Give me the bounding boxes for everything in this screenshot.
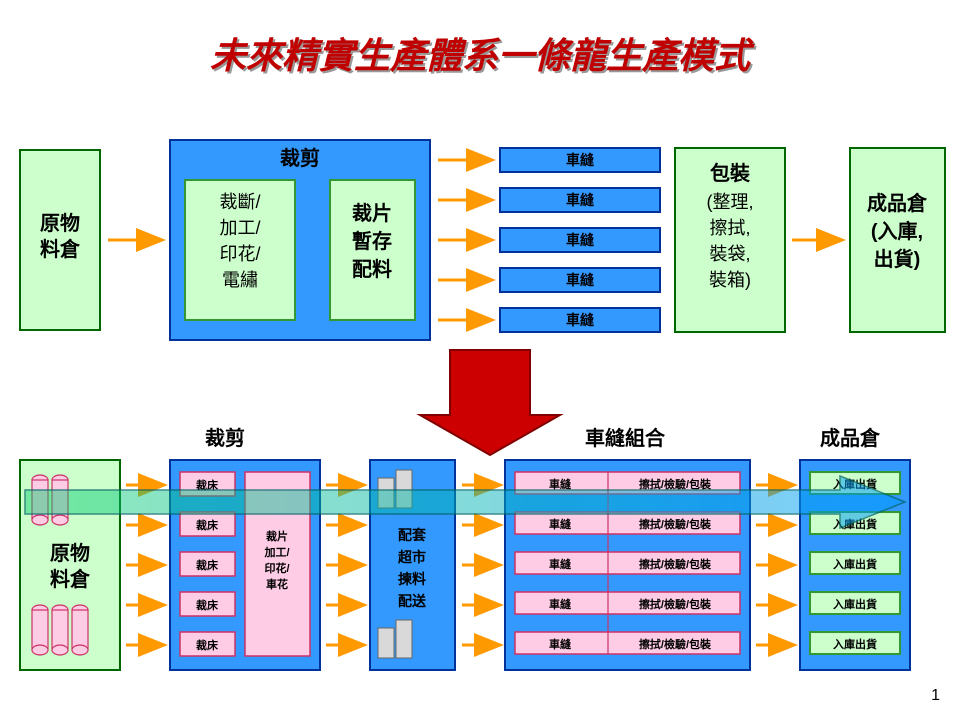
svg-text:擦拭/檢驗/包裝: 擦拭/檢驗/包裝 [639,557,712,571]
bed2: 裁床 [196,558,219,572]
top-raw-l2: 料倉 [40,237,81,261]
cut-buf-1: 暫存 [352,229,392,253]
hdr-sewcombo: 車縫組合 [585,426,666,450]
svg-text:車縫: 車縫 [549,557,572,571]
bed3: 裁床 [196,598,219,612]
svg-text:車縫: 車縫 [549,637,572,651]
sew3: 車縫 [566,272,594,288]
sew0: 車縫 [566,152,594,168]
kit0: 配套 [398,527,426,543]
bot-raw-l2: 料倉 [50,567,91,591]
fin-l1: 成品倉 [867,191,928,215]
sew1: 車縫 [566,192,594,208]
cut-proc-1: 加工/ [219,218,260,238]
top-raw-l1: 原物 [40,211,80,235]
pack-title: 包裝 [710,161,751,185]
svg-text:擦拭/檢驗/包裝: 擦拭/檢驗/包裝 [639,517,712,531]
kit1: 超市 [397,549,426,565]
cut-buf-2: 配料 [352,258,392,281]
svg-text:入庫出貨: 入庫出貨 [833,597,877,611]
bcp3: 車花 [266,577,288,591]
big-red-arrow [420,350,560,455]
top-sewing-group: 車縫 車縫 車縫 車縫 車縫 [500,148,660,332]
cut-proc-0: 裁斷/ [219,192,260,212]
pack1: 擦拭, [709,218,750,238]
sew4: 車縫 [566,312,594,328]
arrows-cut-sew [438,160,490,320]
bcp1: 加工/ [263,545,289,559]
svg-text:車縫: 車縫 [549,597,572,611]
pack0: (整理, [707,192,754,212]
bed1: 裁床 [196,518,219,532]
svg-text:車縫: 車縫 [549,517,572,531]
svg-text:車縫: 車縫 [549,477,572,491]
svg-text:擦拭/檢驗/包裝: 擦拭/檢驗/包裝 [639,477,712,491]
cut-buf-0: 裁片 [352,202,392,225]
hdr-cutting: 裁剪 [205,426,245,450]
hdr-finished: 成品倉 [820,426,881,450]
sew2: 車縫 [566,232,594,248]
bed4: 裁床 [196,638,219,652]
bot-raw-l1: 原物 [50,541,90,565]
main-title: 未來精實生產體系一條龍生產模式 [210,35,755,76]
fin-l2: (入庫, [871,219,923,243]
top-cutting-title: 裁剪 [280,146,320,170]
bcp2: 印花/ [264,561,289,575]
svg-text:入庫出貨: 入庫出貨 [833,637,877,651]
cut-proc-3: 電繡 [222,270,258,290]
svg-text:擦拭/檢驗/包裝: 擦拭/檢驗/包裝 [639,597,712,611]
bcp0: 裁片 [266,529,288,543]
pack3: 裝箱) [709,270,751,290]
kit3: 配送 [398,593,427,609]
fin-l3: 出貨) [874,247,921,271]
page-number: 1 [931,687,940,704]
kit2: 揀料 [398,571,426,587]
svg-text:入庫出貨: 入庫出貨 [833,557,877,571]
cut-proc-2: 印花/ [219,244,260,264]
pack2: 裝袋, [709,244,750,264]
svg-text:擦拭/檢驗/包裝: 擦拭/檢驗/包裝 [639,637,712,651]
